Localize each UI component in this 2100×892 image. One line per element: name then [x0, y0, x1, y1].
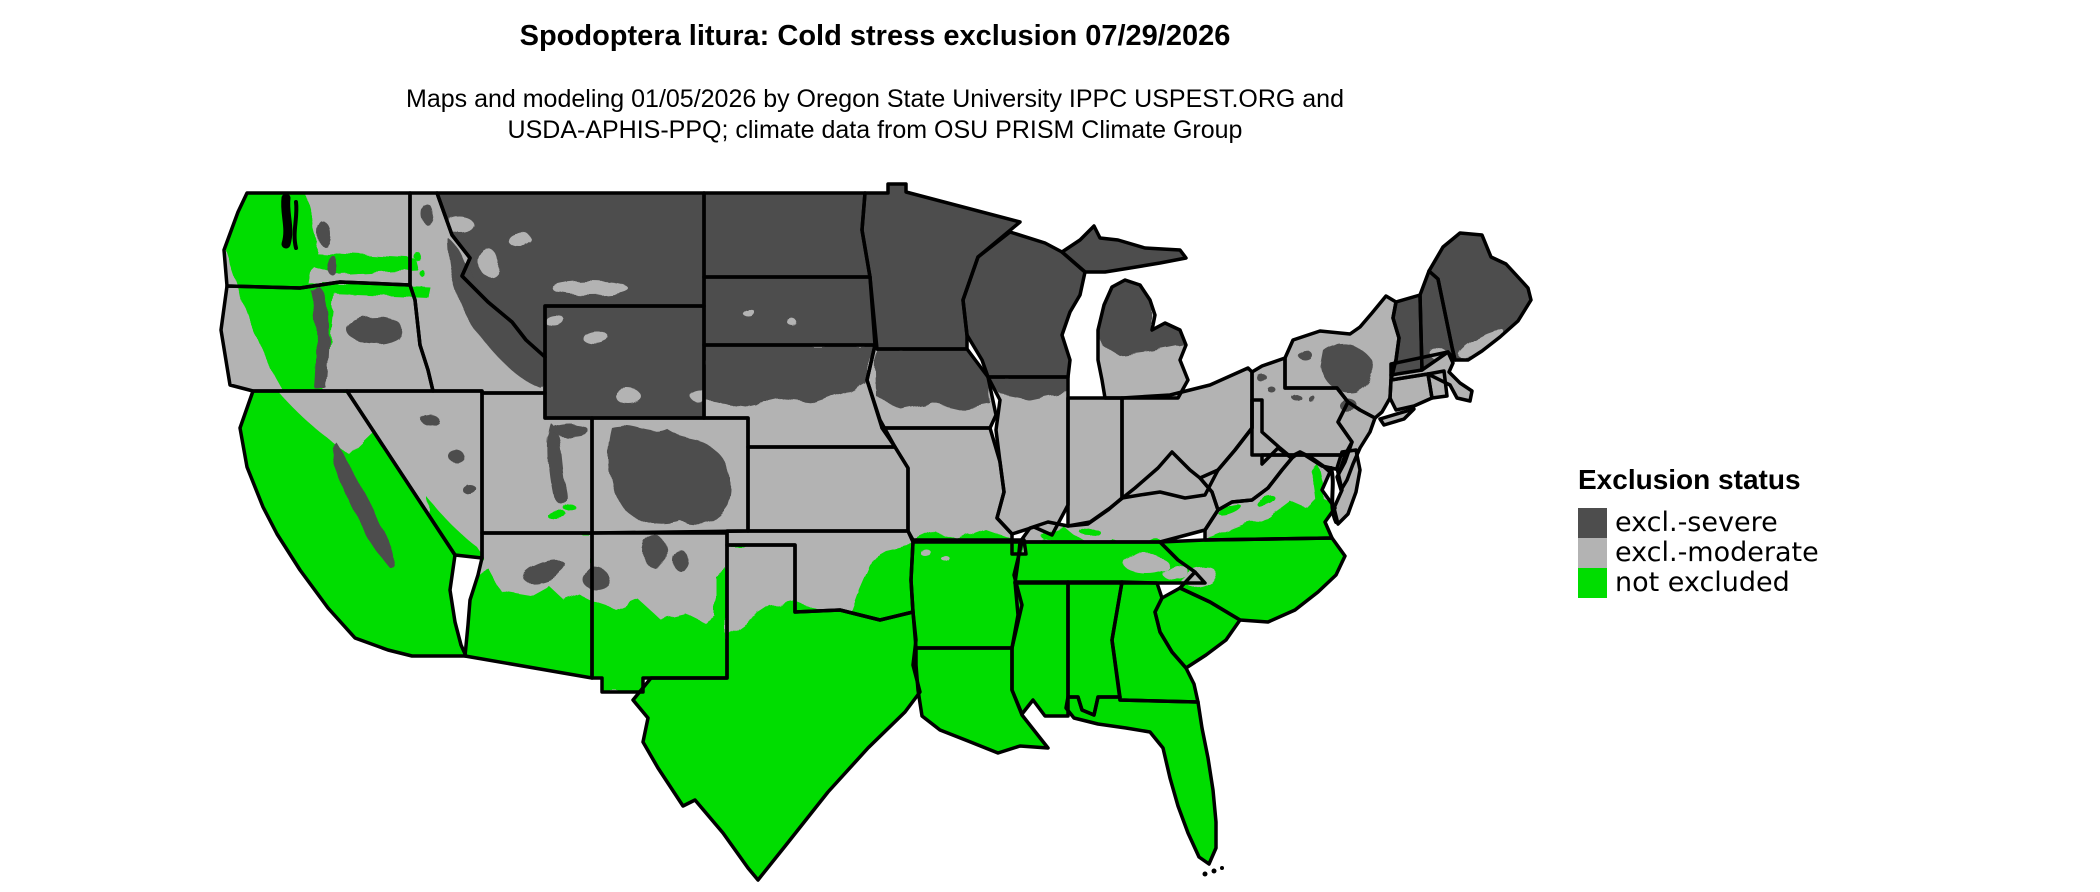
puget-sound: [281, 193, 293, 249]
legend-swatch-moderate: [1578, 538, 1607, 568]
water-details: [281, 193, 1338, 877]
map-subtitle: Maps and modeling 01/05/2026 by Oregon S…: [180, 84, 1570, 146]
subtitle-line-2: USDA-APHIS-PPQ; climate data from OSU PR…: [507, 116, 1243, 144]
puget-sound-inlet: [292, 200, 299, 250]
legend-item-severe: excl.-severe: [1578, 508, 2098, 538]
legend-label-severe: excl.-severe: [1615, 507, 1778, 538]
chesapeake-bay: [1329, 466, 1338, 524]
state-kansas: [748, 447, 908, 531]
florida-keys: [1220, 866, 1224, 870]
florida-keys: [1202, 871, 1208, 877]
legend: Exclusion status excl.-severe excl.-mode…: [1578, 464, 2098, 598]
legend-item-not-excluded: not excluded: [1578, 568, 2098, 598]
legend-swatch-not-excluded: [1578, 568, 1607, 598]
patches-moderate: [278, 217, 1506, 638]
patches-severe: [310, 205, 1372, 588]
legend-title: Exclusion status: [1578, 464, 1801, 495]
florida-keys: [1211, 868, 1217, 874]
subtitle-line-1: Maps and modeling 01/05/2026 by Oregon S…: [406, 85, 1344, 113]
legend-item-moderate: excl.-moderate: [1578, 538, 2098, 568]
legend-swatch-severe: [1578, 508, 1607, 538]
legend-label-moderate: excl.-moderate: [1615, 537, 1819, 568]
state-north-dakota: [704, 193, 870, 277]
state-south-dakota: [704, 277, 875, 345]
legend-label-not-excluded: not excluded: [1615, 567, 1790, 598]
map-title: Spodoptera litura: Cold stress exclusion…: [519, 20, 1231, 52]
